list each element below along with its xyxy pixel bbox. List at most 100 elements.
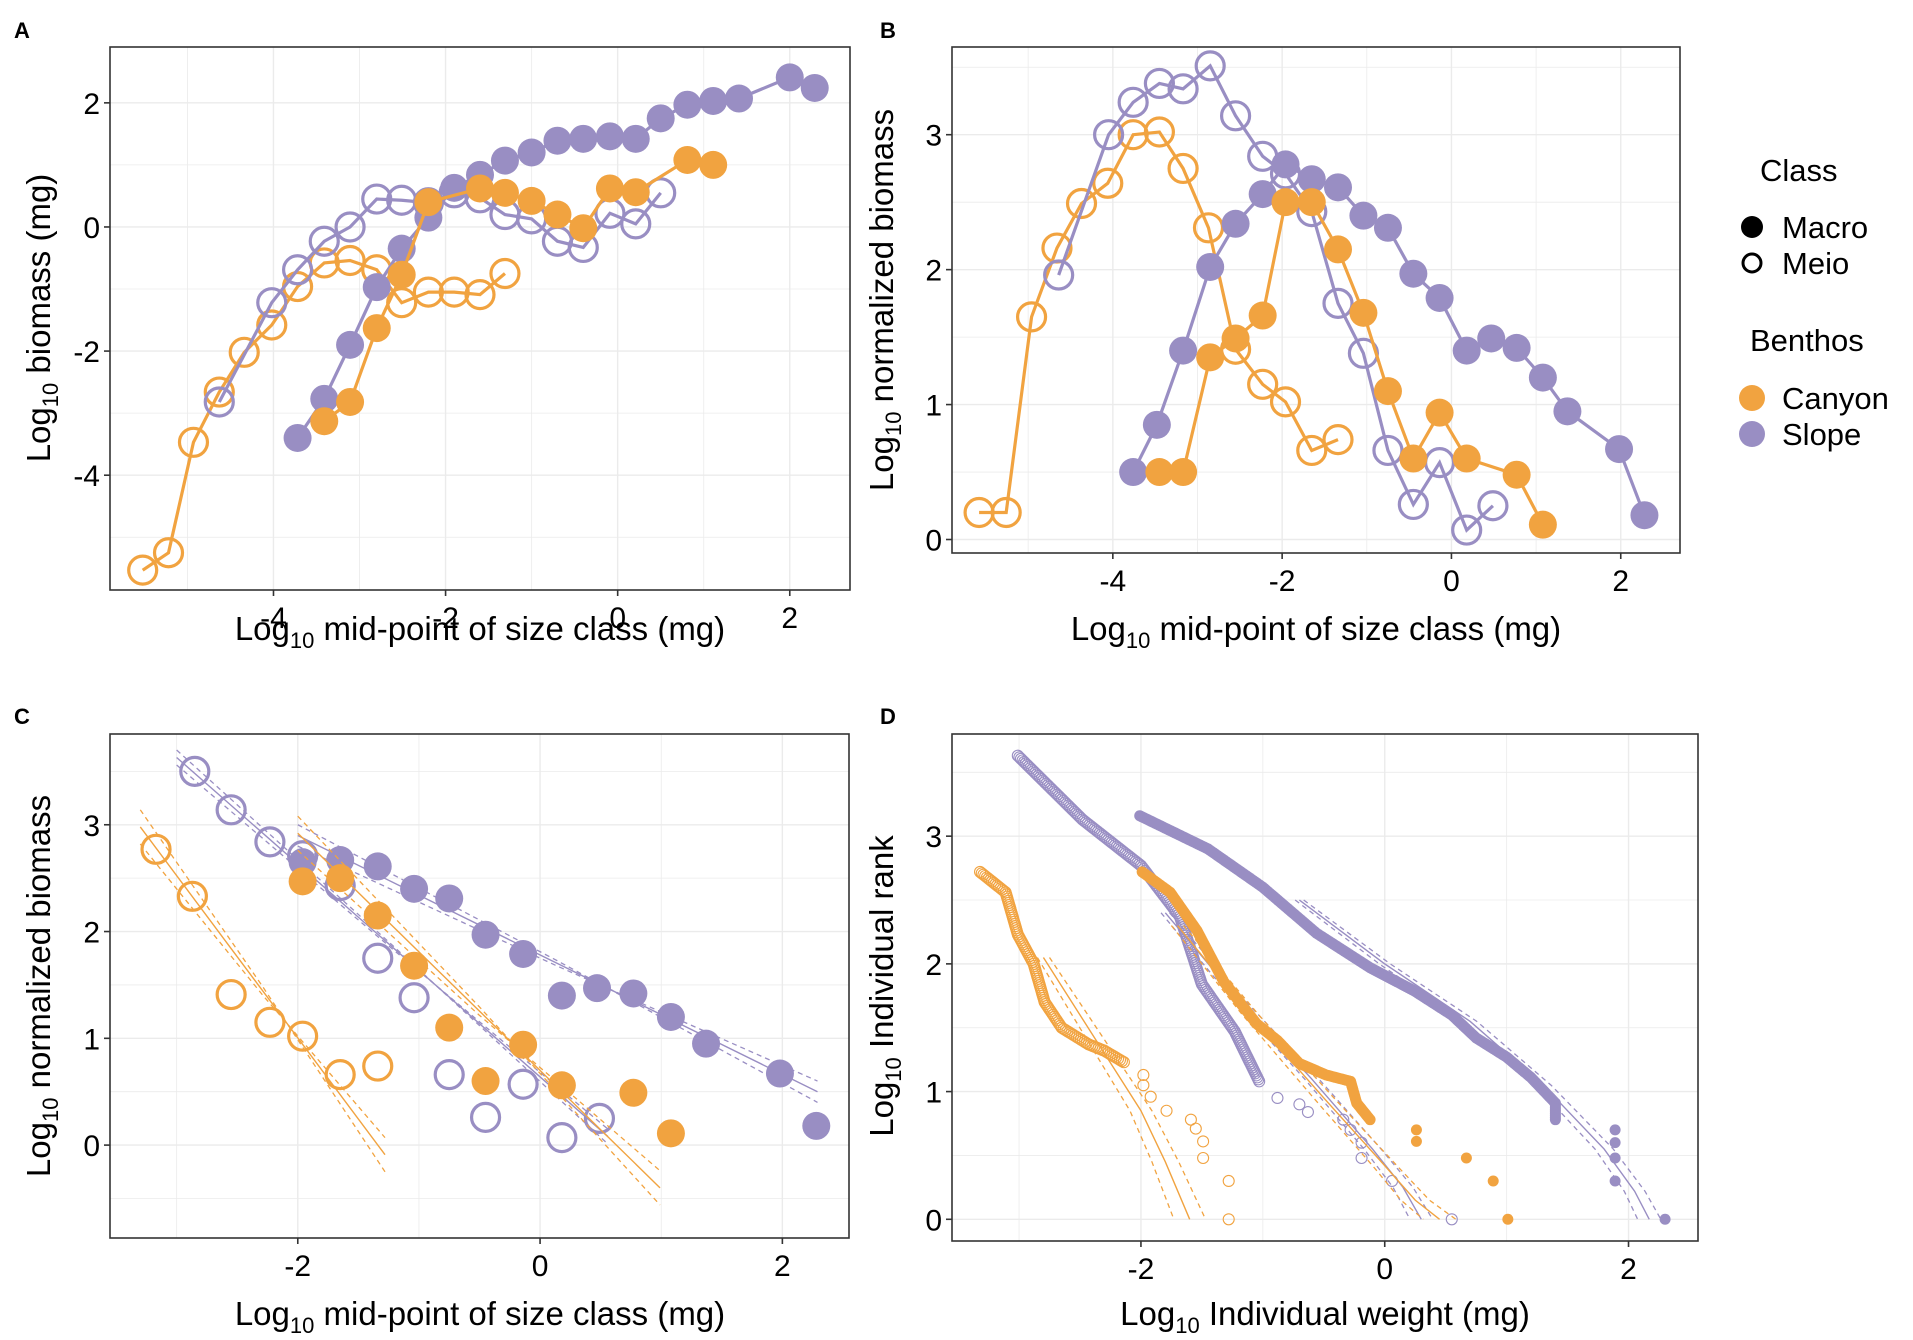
- fit-ci-line-canyon-meio: [139, 809, 386, 1173]
- data-point: [414, 188, 443, 217]
- y-tick-label: 3: [925, 821, 942, 854]
- data-point: [692, 1029, 721, 1058]
- data-point: [1609, 1124, 1621, 1136]
- data-point: [1399, 444, 1428, 473]
- data-point: [1425, 283, 1454, 312]
- fit-line-canyon-macro: [297, 832, 661, 1189]
- data-point: [646, 104, 675, 133]
- data-point: [543, 200, 572, 229]
- data-point: [1167, 73, 1199, 105]
- data-point: [1027, 765, 1040, 778]
- data-point: [1197, 1151, 1210, 1165]
- data-point: [1051, 788, 1064, 801]
- data-point: [1222, 1174, 1235, 1188]
- x-tick-label: 2: [781, 602, 798, 635]
- y-tick-label: 2: [83, 917, 100, 950]
- series-slope-macro: [283, 63, 829, 452]
- x-tick-label: 0: [532, 1250, 549, 1283]
- data-point: [1221, 324, 1250, 353]
- data-point: [362, 273, 391, 302]
- fit-ci-line-slope-meio: [1169, 912, 1434, 1220]
- data-point: [569, 214, 598, 243]
- x-axis-title-a: Log10 mid-point of size class (mg): [235, 610, 725, 653]
- data-point: [179, 755, 211, 787]
- data-point: [619, 979, 648, 1008]
- data-point: [254, 1006, 286, 1038]
- y-tick-label: 2: [925, 949, 942, 982]
- data-point: [507, 1068, 539, 1100]
- data-point: [334, 244, 366, 277]
- legend-slope-label: Slope: [1782, 417, 1861, 452]
- plot-area-d: [973, 749, 1671, 1226]
- legend: Class Macro Meio Benthos Canyon Slope: [1739, 153, 1889, 452]
- data-point: [1248, 301, 1277, 330]
- data-point: [1025, 763, 1039, 776]
- panel-letter-a: A: [14, 18, 30, 43]
- legend-meio-label: Meio: [1782, 246, 1849, 281]
- data-point: [1355, 1136, 1368, 1149]
- legend-macro-symbol: [1741, 216, 1763, 238]
- data-point: [1349, 201, 1378, 230]
- x-tick-label: -2: [1269, 565, 1296, 598]
- series-canyon-macro: [1145, 188, 1557, 539]
- data-point: [1605, 435, 1634, 464]
- legend-macro-label: Macro: [1782, 210, 1868, 245]
- x-axis-title-b: Log10 mid-point of size class (mg): [1071, 610, 1561, 653]
- y-tick-label: 0: [925, 1204, 942, 1237]
- grid-a: [110, 47, 850, 590]
- x-tick-label: -2: [1128, 1253, 1155, 1286]
- data-point: [517, 186, 546, 215]
- series-slope-macro: [1134, 810, 1671, 1225]
- data-point: [1301, 1105, 1314, 1119]
- fit-ci-line-slope-meio: [176, 764, 609, 1130]
- data-point: [547, 981, 576, 1010]
- data-point: [215, 794, 247, 826]
- data-point: [1119, 458, 1148, 487]
- data-point: [1248, 180, 1277, 209]
- data-point: [1425, 398, 1454, 427]
- data-point: [1142, 410, 1171, 439]
- y-tick-label: 1: [925, 390, 942, 423]
- data-point: [1297, 165, 1326, 194]
- data-point: [362, 942, 394, 974]
- data-point: [1324, 173, 1353, 202]
- data-point: [1038, 776, 1051, 789]
- data-point: [1137, 1079, 1150, 1092]
- plot-area-b: [963, 50, 1659, 546]
- data-point: [1169, 458, 1198, 487]
- x-tick-label: 0: [609, 602, 626, 635]
- data-point: [619, 1078, 648, 1107]
- data-point: [1297, 188, 1326, 217]
- data-point: [1460, 1152, 1472, 1164]
- x-tick-label: 0: [1376, 1253, 1393, 1286]
- data-point: [1609, 1152, 1621, 1164]
- data-point: [464, 279, 496, 311]
- data-point: [283, 423, 312, 452]
- data-point: [1016, 754, 1029, 767]
- series-line-canyon-meio: [141, 258, 506, 572]
- data-point: [1144, 1090, 1157, 1103]
- data-point: [1063, 801, 1076, 814]
- data-point: [1528, 510, 1557, 539]
- data-point: [435, 1013, 464, 1042]
- data-point: [1247, 368, 1279, 400]
- fit-ci-line-canyon-macro: [297, 849, 661, 1172]
- data-point: [725, 84, 753, 113]
- fit-ci-line-canyon-macro: [1170, 925, 1424, 1220]
- data-point: [673, 145, 702, 174]
- data-point: [152, 537, 185, 569]
- data-point: [1066, 804, 1080, 817]
- data-point: [177, 426, 210, 458]
- data-point: [1445, 1213, 1458, 1226]
- data-point: [1043, 259, 1075, 291]
- data-point: [1013, 751, 1026, 764]
- panel-letter-c: C: [14, 704, 30, 729]
- data-point: [1076, 1034, 1089, 1047]
- fit-ci-line-canyon-meio: [139, 843, 386, 1139]
- data-point: [775, 63, 804, 92]
- fit-ci-line-slope-macro: [297, 824, 818, 1103]
- data-point: [1044, 782, 1057, 795]
- y-tick-label: 1: [925, 1077, 942, 1110]
- data-point: [466, 174, 494, 203]
- plot-frame-a: [109, 46, 851, 591]
